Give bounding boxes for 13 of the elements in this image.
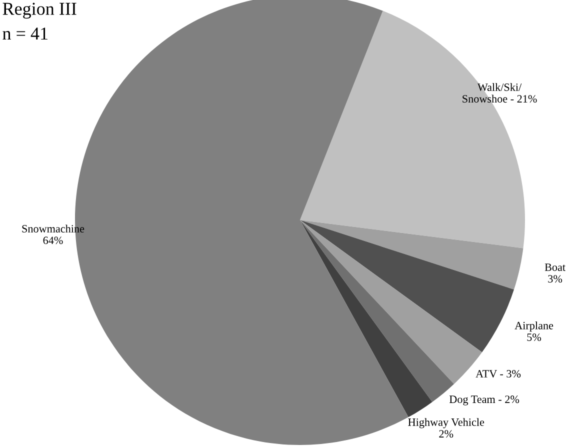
slice-label: Walk/Ski/ Snowshoe - 21% bbox=[462, 83, 537, 103]
data-label: 64% bbox=[43, 236, 63, 244]
slice-label: Highway Vehicle bbox=[408, 418, 484, 428]
text: n = 41 bbox=[2, 28, 48, 40]
data-label: 3% bbox=[548, 275, 562, 283]
slice-label: Dog Team - 2% bbox=[449, 396, 520, 406]
slice-label: Boat bbox=[544, 264, 566, 271]
slice-label: ATV - 3% bbox=[476, 370, 521, 378]
data-label: 2% bbox=[439, 430, 454, 438]
chart-title: Region III bbox=[2, 2, 76, 19]
slice-label: Airplane bbox=[514, 322, 554, 332]
slice-label: Snowmachine bbox=[22, 224, 84, 233]
data-label: 5% bbox=[527, 333, 542, 341]
